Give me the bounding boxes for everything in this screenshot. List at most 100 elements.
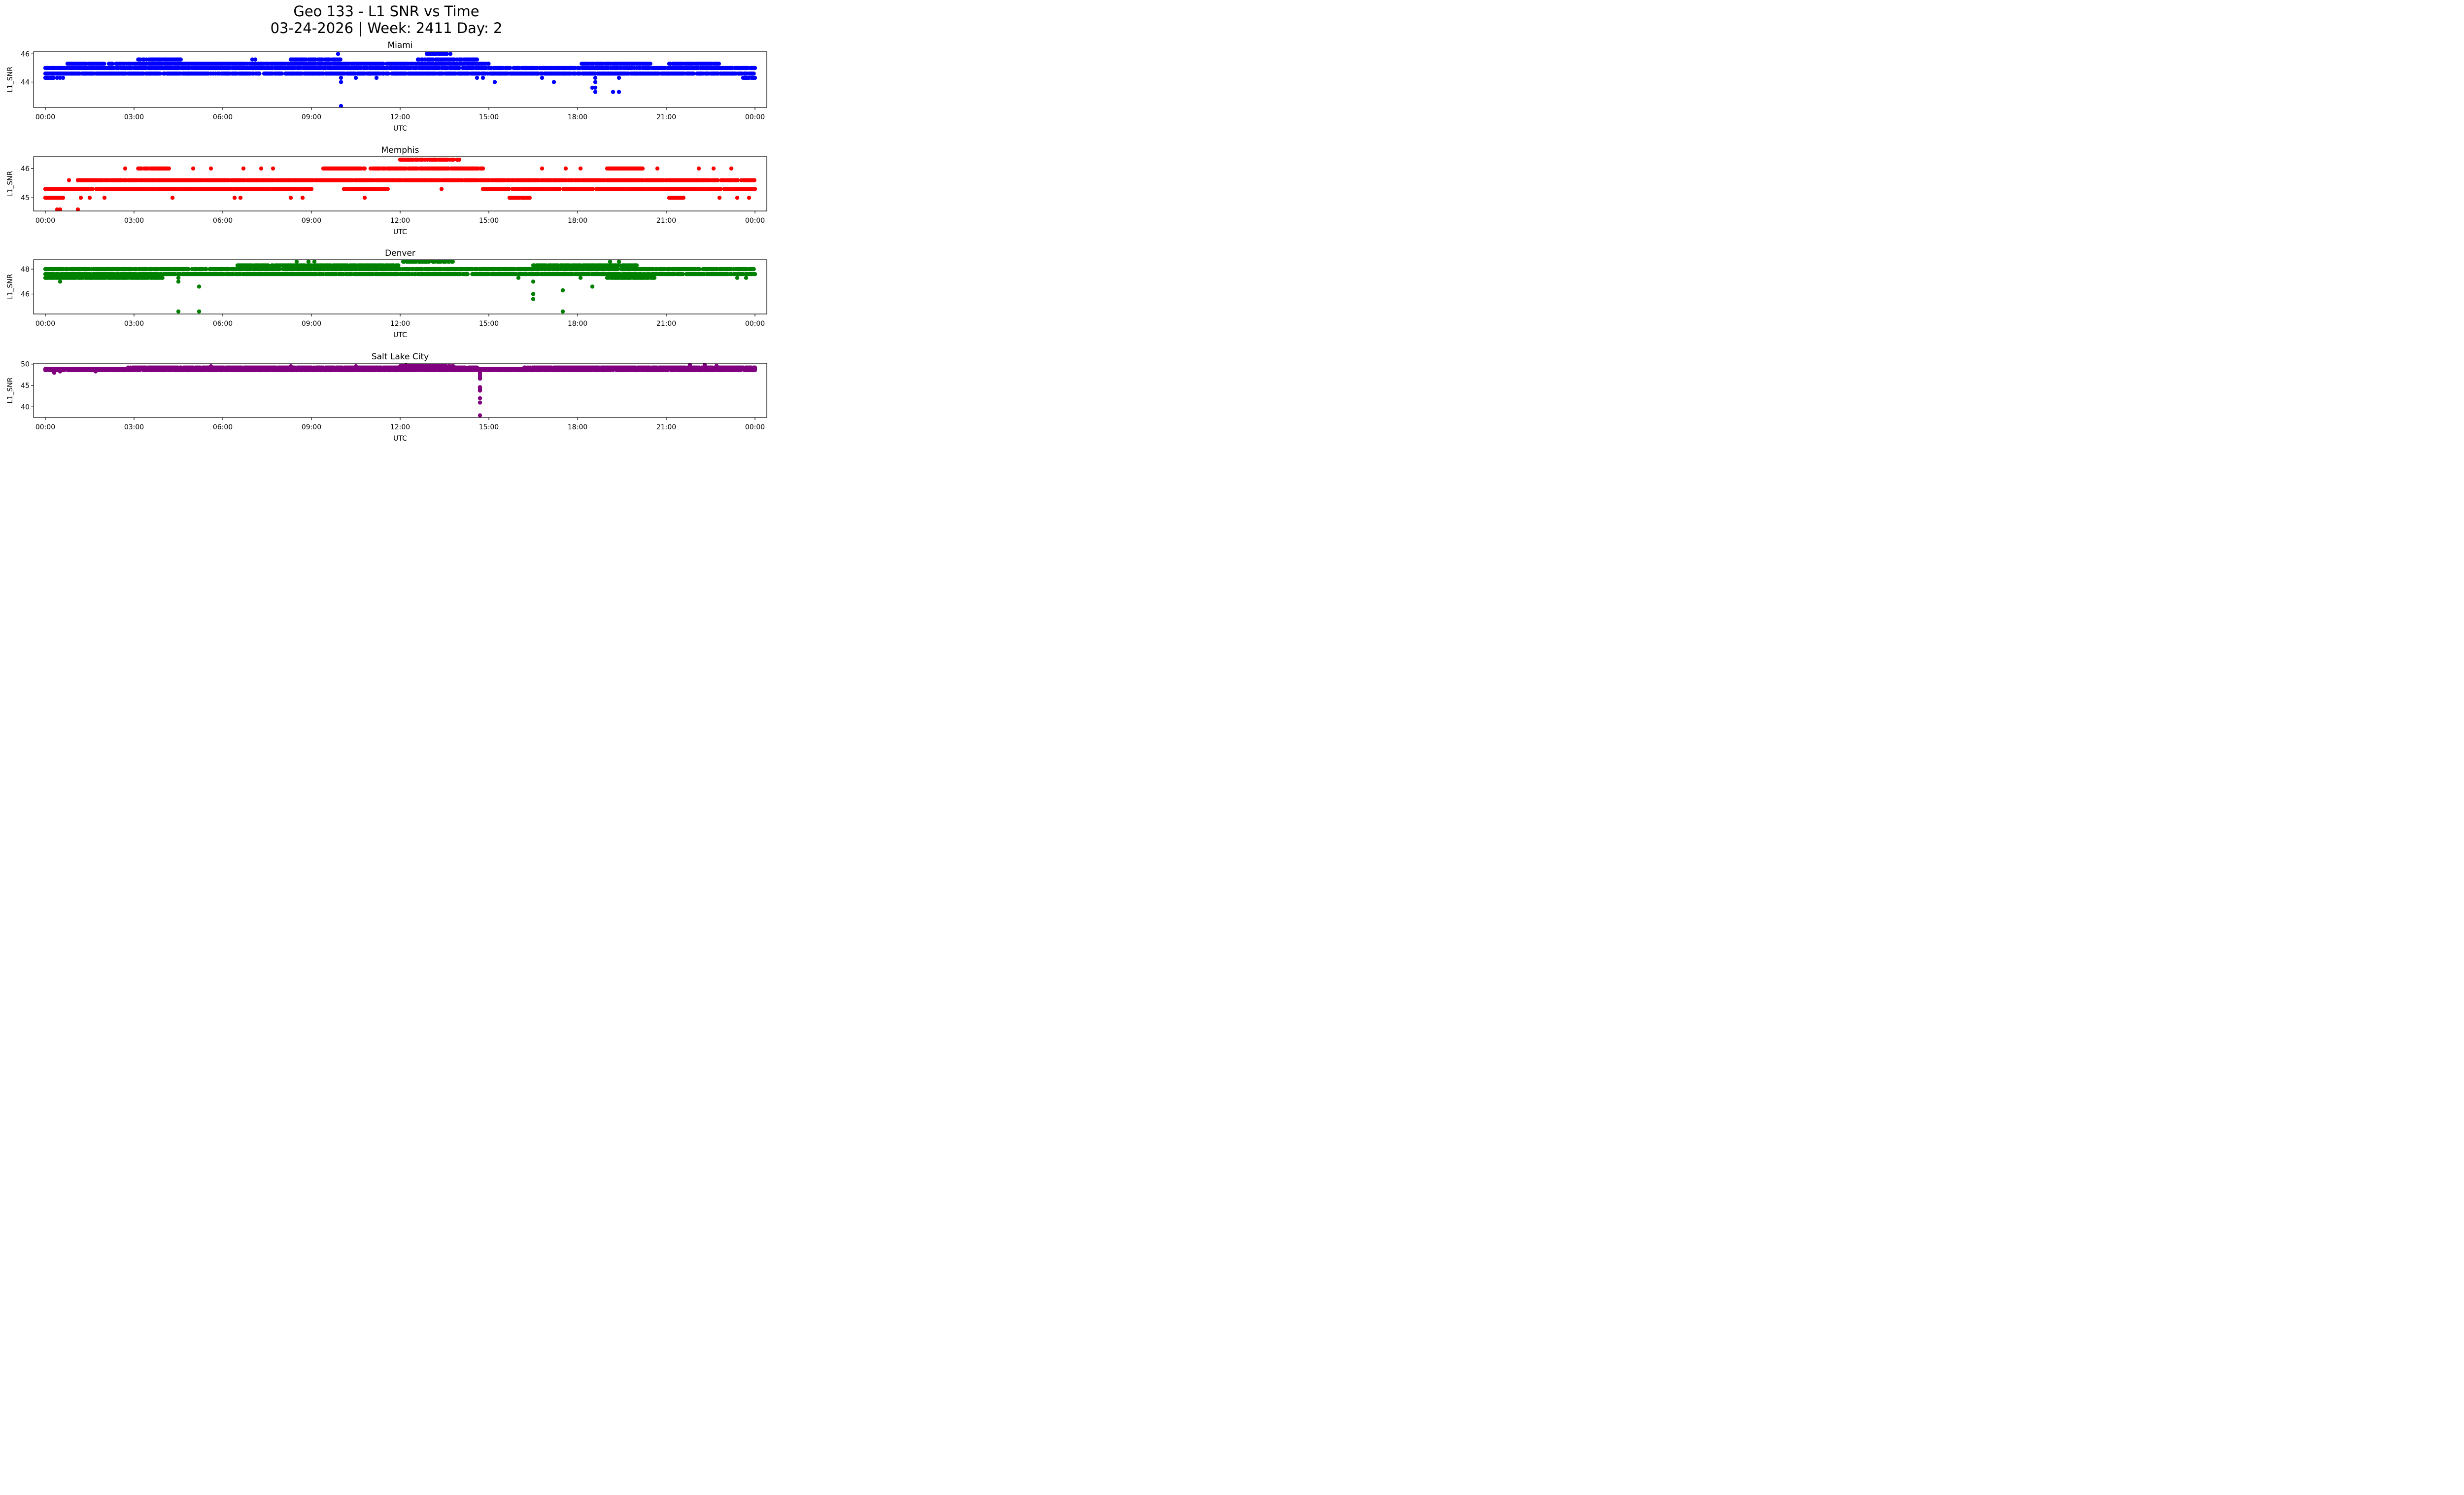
data-point — [719, 187, 723, 191]
data-point-outlier — [655, 166, 660, 171]
data-point-outlier — [590, 284, 595, 289]
data-point — [753, 187, 757, 191]
data-point — [160, 276, 165, 280]
data-point — [362, 166, 367, 171]
data-point-outlier — [123, 166, 128, 171]
data-point-outlier — [197, 309, 202, 314]
data-point — [450, 260, 455, 264]
data-point-outlier — [339, 80, 343, 84]
x-tick-label: 06:00 — [213, 113, 233, 121]
data-point-outlier — [616, 260, 621, 264]
subplot-title: Denver — [385, 248, 415, 258]
data-point-outlier — [560, 288, 565, 293]
chart-title-line2: 03-24-2026 | Week: 2411 Day: 2 — [270, 20, 503, 36]
x-tick-label: 06:00 — [213, 217, 233, 225]
data-point-outlier — [78, 196, 83, 200]
data-point — [475, 57, 479, 62]
y-axis-label: L1_SNR — [6, 274, 14, 300]
data-point — [752, 71, 756, 76]
data-point — [527, 196, 532, 200]
data-point — [717, 62, 721, 66]
data-point-outlier — [208, 166, 213, 171]
scatter-points — [43, 260, 757, 314]
data-point-outlier — [58, 279, 63, 284]
data-point-outlier — [176, 309, 181, 314]
data-point — [158, 71, 162, 76]
x-tick-label: 03:00 — [124, 320, 144, 328]
data-point-outlier — [288, 196, 293, 200]
data-point-outlier — [711, 166, 716, 171]
data-point-outlier — [717, 196, 722, 200]
data-point-outlier — [516, 276, 521, 280]
data-point-outlier — [551, 80, 556, 84]
data-point-outlier — [238, 196, 243, 200]
data-point — [457, 66, 462, 70]
x-tick-label: 00:00 — [35, 320, 55, 328]
data-point — [753, 272, 757, 277]
data-point — [51, 75, 56, 80]
data-point — [465, 272, 470, 277]
data-point-outlier — [339, 104, 343, 107]
x-tick-label: 15:00 — [479, 320, 499, 328]
data-point-outlier — [259, 166, 264, 171]
data-point-outlier — [616, 75, 621, 80]
data-point — [697, 267, 702, 272]
y-axis-label: L1_SNR — [6, 67, 14, 93]
data-point-outlier — [306, 260, 311, 264]
data-point-outlier — [176, 276, 181, 280]
data-point — [681, 196, 686, 200]
y-axis-label: L1_SNR — [6, 171, 14, 197]
data-point — [110, 62, 115, 66]
data-point-outlier — [250, 57, 255, 62]
x-axis-label: UTC — [393, 228, 407, 236]
subplot-title: Memphis — [381, 145, 419, 155]
data-point — [716, 178, 720, 182]
x-tick-label: 00:00 — [745, 113, 765, 121]
data-point-outlier — [590, 85, 595, 90]
y-tick-label: 45 — [21, 194, 30, 202]
data-point — [204, 267, 208, 272]
data-point-outlier — [560, 309, 565, 314]
data-point-outlier — [578, 276, 583, 280]
data-point-outlier — [540, 166, 545, 171]
data-point — [640, 166, 645, 171]
data-point — [277, 267, 282, 272]
data-point — [186, 267, 191, 272]
x-axis-label: UTC — [393, 125, 407, 133]
x-tick-label: 15:00 — [479, 217, 499, 225]
data-point — [752, 178, 757, 182]
data-point — [167, 166, 171, 171]
data-point-outlier — [170, 196, 175, 200]
data-point — [753, 66, 757, 70]
data-point — [753, 75, 757, 80]
data-point-outlier — [339, 75, 343, 80]
data-point-outlier — [353, 75, 358, 80]
data-point — [591, 187, 595, 191]
data-point — [557, 187, 562, 191]
data-point — [480, 166, 485, 171]
data-point-outlier — [744, 276, 749, 280]
data-point-outlier — [55, 75, 60, 80]
subplot-title: Miami — [387, 40, 412, 50]
data-point-outlier — [696, 166, 701, 171]
data-point — [178, 57, 183, 62]
data-point-outlier — [531, 292, 536, 296]
data-point-outlier — [475, 75, 479, 80]
data-point — [616, 267, 620, 272]
x-tick-label: 18:00 — [568, 113, 587, 121]
data-point-outlier — [197, 284, 202, 289]
y-tick-label: 44 — [21, 79, 30, 87]
data-point-outlier — [616, 90, 621, 94]
data-point-outlier — [312, 260, 317, 264]
x-tick-label: 12:00 — [390, 217, 410, 225]
data-point-outlier — [300, 196, 305, 200]
x-tick-label: 03:00 — [124, 113, 144, 121]
data-point-outlier — [448, 52, 453, 56]
data-point-outlier — [593, 75, 598, 80]
data-point-outlier — [735, 276, 740, 280]
data-point — [90, 187, 95, 191]
data-point-outlier — [531, 297, 536, 301]
